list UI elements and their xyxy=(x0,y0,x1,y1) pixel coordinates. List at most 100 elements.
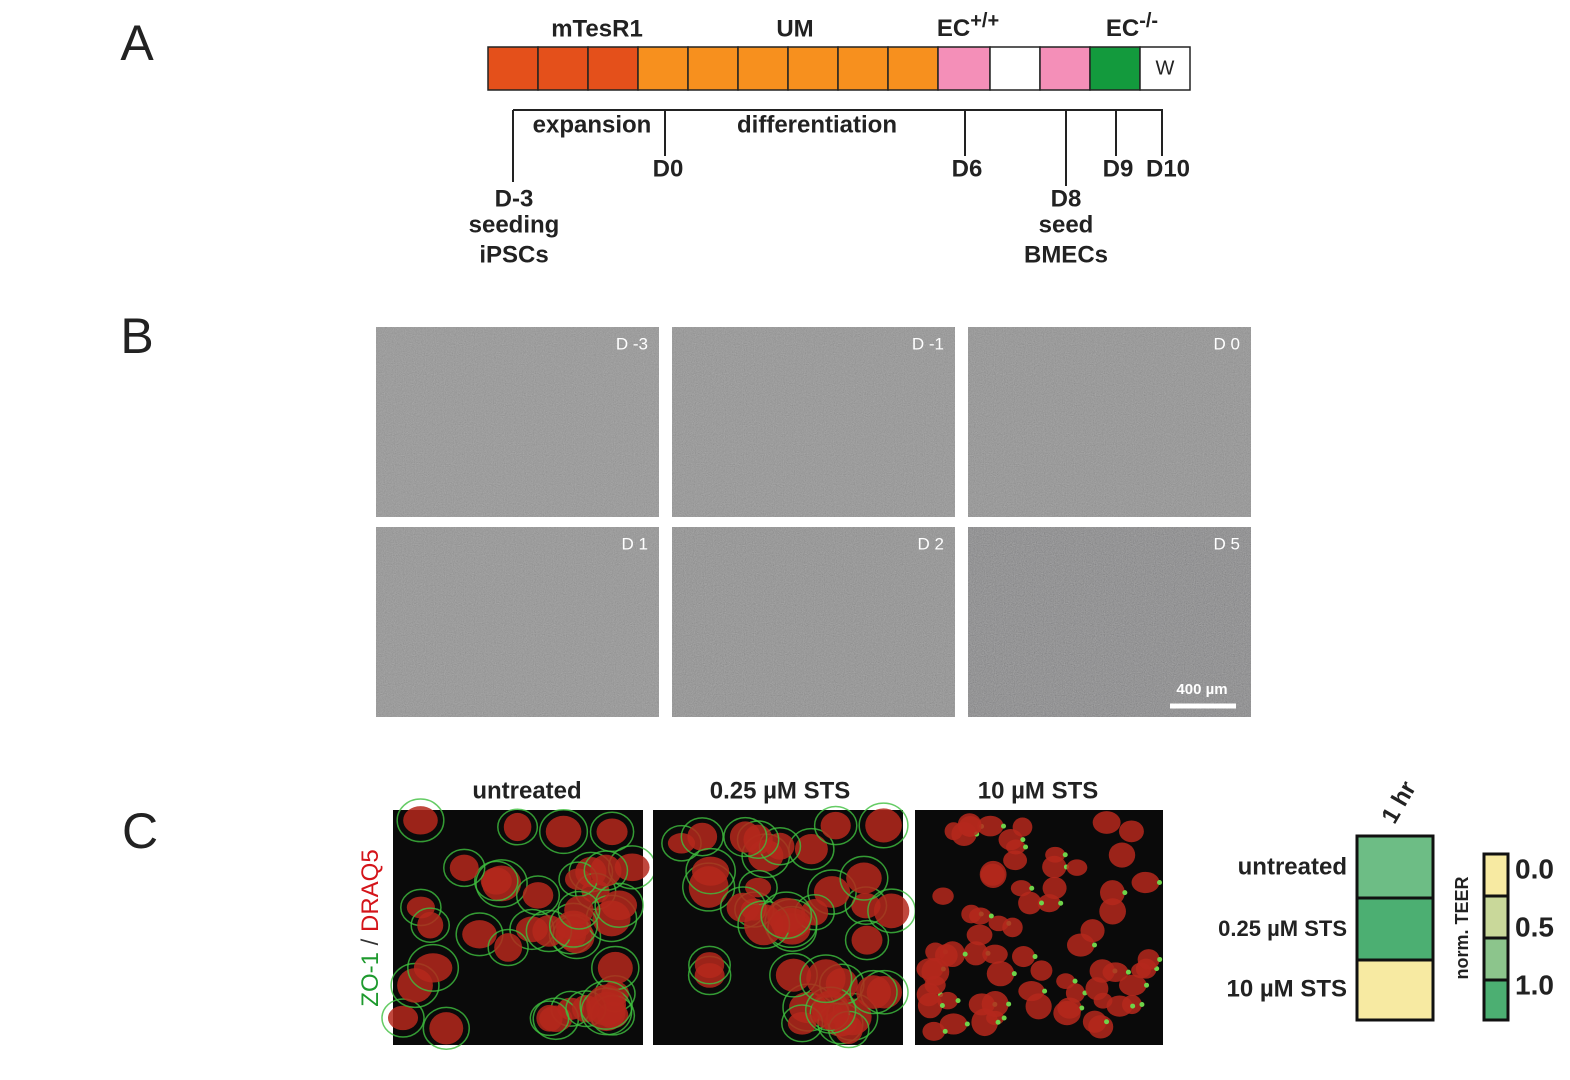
junction-fragment xyxy=(1144,982,1150,988)
micrograph xyxy=(968,327,1251,517)
junction-fragment xyxy=(1039,900,1045,906)
nucleus xyxy=(966,924,993,946)
junction-fragment xyxy=(1130,1003,1136,1009)
nucleus xyxy=(820,811,851,840)
nucleus xyxy=(981,991,1009,1018)
junction xyxy=(583,850,629,891)
nucleus xyxy=(1119,974,1147,996)
nucleus xyxy=(1131,871,1160,894)
nucleus xyxy=(1108,842,1136,868)
scale-bar-label: 400 µm xyxy=(1176,681,1227,698)
junction xyxy=(497,808,539,846)
junction xyxy=(594,882,644,929)
event-label: seed xyxy=(1039,211,1094,238)
junction-fragment xyxy=(939,1003,945,1009)
nucleus xyxy=(536,1004,563,1032)
junction-fragment xyxy=(1091,942,1097,948)
micrograph xyxy=(376,527,659,717)
fluorescence-images xyxy=(381,798,1163,1050)
junction xyxy=(680,817,724,857)
colorbar-title: norm. TEER xyxy=(1452,876,1472,979)
junction-fragment xyxy=(1072,978,1078,984)
nucleus xyxy=(811,990,850,1030)
nucleus xyxy=(963,941,989,966)
junction-fragment xyxy=(1125,969,1131,975)
junction-fragment xyxy=(1001,823,1007,829)
nucleus xyxy=(1100,880,1125,906)
row-label: untreated xyxy=(1238,853,1347,880)
nucleus xyxy=(413,953,453,983)
day-label: D10 xyxy=(1146,155,1190,182)
nucleus xyxy=(1042,855,1067,879)
nucleus xyxy=(1102,962,1129,982)
junction xyxy=(849,969,898,1015)
stain-label: ZO-1 / DRAQ5 xyxy=(357,849,384,1006)
nucleus xyxy=(1080,919,1105,943)
junction xyxy=(487,928,529,967)
nucleus xyxy=(767,897,806,933)
timeline xyxy=(512,109,1163,186)
nucleus xyxy=(417,911,444,939)
nucleus xyxy=(494,933,523,962)
nucleus xyxy=(694,952,725,979)
heatmap xyxy=(1355,834,1435,1022)
junction xyxy=(799,954,853,1004)
junction-fragment xyxy=(964,1021,970,1027)
nucleus xyxy=(429,1012,464,1045)
stain-red: DRAQ5 xyxy=(357,849,384,932)
event-label: seeding xyxy=(469,211,560,238)
nucleus xyxy=(1012,946,1036,968)
media-label: mTesR1 xyxy=(551,15,643,42)
nucleus xyxy=(851,925,883,955)
nucleus xyxy=(1093,992,1113,1009)
junction-fragment xyxy=(1011,971,1017,977)
stain-sep: / xyxy=(357,932,384,952)
junction-fragment xyxy=(1042,988,1048,994)
junction xyxy=(760,891,813,940)
media-bar xyxy=(487,46,1191,91)
nucleus xyxy=(921,957,950,986)
nucleus xyxy=(590,854,622,887)
nucleus xyxy=(1082,1010,1107,1033)
nucleus xyxy=(957,813,982,837)
junction xyxy=(557,890,601,930)
junction-fragment xyxy=(962,951,968,957)
micrograph-label: D 1 xyxy=(622,534,648,553)
nucleus xyxy=(403,806,438,835)
nucleus xyxy=(687,822,718,851)
time-label: 1 hr xyxy=(1376,777,1421,829)
nucleus xyxy=(986,961,1015,987)
junction xyxy=(839,855,889,901)
junction xyxy=(407,943,460,992)
junction-fragment xyxy=(1104,1019,1110,1025)
junction xyxy=(688,945,731,985)
nucleus xyxy=(939,1013,968,1035)
nucleus xyxy=(939,941,966,968)
label-base: EC xyxy=(1106,15,1139,42)
nucleus xyxy=(846,862,882,894)
nucleus xyxy=(1003,850,1028,871)
colorbar-label: 0.5 xyxy=(1515,911,1554,942)
junction-fragment xyxy=(1020,837,1026,843)
junction xyxy=(422,1006,470,1050)
micrograph xyxy=(376,327,659,517)
label-sup: -/- xyxy=(1139,10,1158,32)
day-label: D6 xyxy=(952,155,983,182)
phase-label: expansion xyxy=(533,111,652,138)
nucleus xyxy=(480,867,512,895)
day-label: D0 xyxy=(653,155,684,182)
label-sup: +/+ xyxy=(970,10,999,32)
nucleus xyxy=(856,975,892,1009)
nucleus xyxy=(865,808,902,843)
nucleus xyxy=(1010,880,1032,897)
micrograph-label: D 5 xyxy=(1214,534,1240,553)
nucleus xyxy=(1018,891,1042,915)
stain-green: ZO-1 xyxy=(357,952,384,1007)
nucleus xyxy=(462,920,497,949)
nucleus xyxy=(601,890,638,921)
junction-fragment xyxy=(1058,900,1064,906)
colorbar-label: 1.0 xyxy=(1515,969,1554,1000)
nucleus xyxy=(794,833,828,865)
nucleus xyxy=(922,1021,946,1041)
